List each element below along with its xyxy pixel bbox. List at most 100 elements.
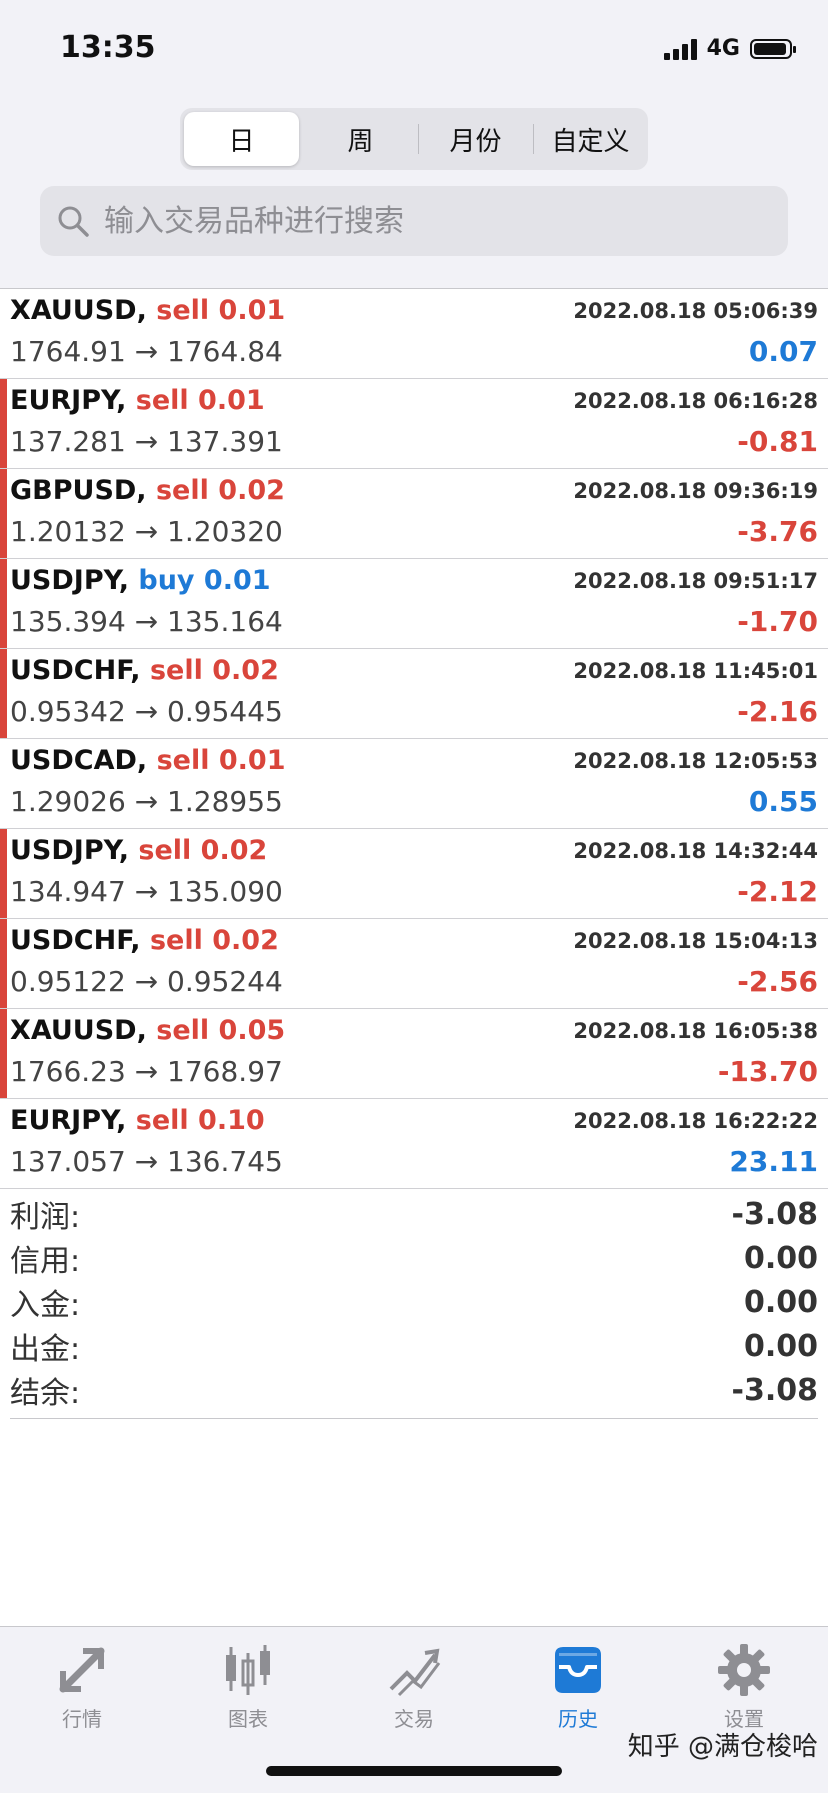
trade-profit: -1.70 — [737, 605, 818, 638]
trade-time: 2022.08.18 06:16:28 — [573, 389, 818, 413]
trade-row[interactable]: USDCAD, sell 0.01 2022.08.18 12:05:53 1.… — [0, 739, 828, 829]
tab-label: 历史 — [558, 1707, 598, 1731]
trade-side: sell 0.10 — [135, 1105, 265, 1136]
tab-label: 行情 — [62, 1707, 102, 1731]
trade-profit: -3.76 — [737, 515, 818, 548]
tab-bar: 行情 图表 交易 历史 — [0, 1626, 828, 1793]
trade-icon — [389, 1648, 441, 1697]
trade-side: sell 0.01 — [135, 385, 265, 416]
trade-profit: -2.12 — [737, 875, 818, 908]
trade-time: 2022.08.18 16:05:38 — [573, 1019, 818, 1043]
trade-symbol: USDJPY, — [10, 565, 129, 596]
trade-symbol: XAUUSD, — [10, 295, 147, 326]
trade-prices: 0.95342 → 0.95445 — [10, 695, 283, 728]
trade-prices: 134.947 → 135.090 — [10, 875, 283, 908]
summary-value: 0.00 — [743, 1284, 818, 1320]
quotes-icon — [59, 1647, 105, 1693]
trade-symbol: GBPUSD, — [10, 475, 147, 506]
summary-value: 0.00 — [743, 1240, 818, 1276]
trade-time: 2022.08.18 16:22:22 — [573, 1109, 818, 1133]
header: 日 周 月份 自定义 — [0, 100, 828, 289]
summary-deposit: 入金: 0.00 — [10, 1280, 818, 1324]
trade-row[interactable]: USDJPY, buy 0.01 2022.08.18 09:51:17 135… — [0, 559, 828, 649]
trade-row[interactable]: GBPUSD, sell 0.02 2022.08.18 09:36:19 1.… — [0, 469, 828, 559]
trade-prices: 137.057 → 136.745 — [10, 1145, 283, 1178]
segment-day[interactable]: 日 — [184, 112, 299, 166]
trade-row[interactable]: USDCHF, sell 0.02 2022.08.18 15:04:13 0.… — [0, 919, 828, 1009]
trade-time: 2022.08.18 09:51:17 — [573, 569, 818, 593]
search-bar[interactable] — [40, 186, 788, 256]
summary-value: 0.00 — [743, 1328, 818, 1364]
trade-side: sell 0.05 — [156, 1015, 286, 1046]
segment-custom[interactable]: 自定义 — [533, 108, 648, 170]
trade-side: buy 0.01 — [138, 565, 271, 596]
summary-profit: 利润: -3.08 — [10, 1192, 818, 1236]
search-input[interactable] — [102, 202, 706, 240]
tab-trade[interactable]: 交易 — [354, 1641, 474, 1732]
watermark: 知乎 @满仓梭哈 — [627, 1732, 818, 1762]
search-icon — [58, 206, 89, 237]
trade-prices: 1766.23 → 1768.97 — [10, 1055, 283, 1088]
trade-side: sell 0.02 — [138, 835, 268, 866]
summary-label: 信用: — [10, 1244, 81, 1279]
trade-side: sell 0.02 — [149, 925, 279, 956]
trade-row[interactable]: EURJPY, sell 0.10 2022.08.18 16:22:22 13… — [0, 1099, 828, 1189]
trade-time: 2022.08.18 12:05:53 — [573, 749, 818, 773]
tab-chart[interactable]: 图表 — [188, 1641, 308, 1732]
trade-time: 2022.08.18 05:06:39 — [573, 299, 818, 323]
summary-label: 结余: — [10, 1376, 81, 1411]
trade-row[interactable]: USDCHF, sell 0.02 2022.08.18 11:45:01 0.… — [0, 649, 828, 739]
summary-balance: 结余: -3.08 — [10, 1368, 818, 1412]
trade-symbol: EURJPY, — [10, 1105, 127, 1136]
segment-week[interactable]: 周 — [347, 126, 374, 157]
trade-side: sell 0.02 — [149, 655, 279, 686]
trade-history-list: XAUUSD, sell 0.01 2022.08.18 05:06:39 17… — [0, 289, 828, 1189]
trade-time: 2022.08.18 09:36:19 — [573, 479, 818, 503]
trade-profit: -2.56 — [737, 965, 818, 998]
trade-symbol: EURJPY, — [10, 385, 127, 416]
trade-row[interactable]: XAUUSD, sell 0.01 2022.08.18 05:06:39 17… — [0, 289, 828, 379]
trade-profit: -13.70 — [717, 1055, 818, 1088]
chart-icon — [226, 1645, 270, 1695]
summary-label: 入金: — [10, 1288, 81, 1323]
trade-side: sell 0.01 — [156, 295, 286, 326]
trade-prices: 1.29026 → 1.28955 — [10, 785, 283, 818]
trade-symbol: USDJPY, — [10, 835, 129, 866]
summary-label: 利润: — [10, 1200, 81, 1235]
trade-prices: 1764.91 → 1764.84 — [10, 335, 283, 368]
trade-row[interactable]: EURJPY, sell 0.01 2022.08.18 06:16:28 13… — [0, 379, 828, 469]
tab-label: 设置 — [724, 1707, 764, 1731]
trade-prices: 1.20132 → 1.20320 — [10, 515, 283, 548]
summary-value: -3.08 — [731, 1196, 818, 1232]
trade-symbol: XAUUSD, — [10, 1015, 147, 1046]
tab-history[interactable]: 历史 — [518, 1641, 638, 1732]
segment-month[interactable]: 月份 — [418, 108, 533, 170]
trade-side: sell 0.02 — [155, 475, 285, 506]
tab-quotes[interactable]: 行情 — [22, 1641, 142, 1732]
history-icon — [555, 1647, 601, 1693]
period-segmented-control: 日 周 月份 自定义 — [180, 108, 648, 170]
summary-label: 出金: — [10, 1332, 81, 1367]
summary-withdrawal: 出金: 0.00 — [10, 1324, 818, 1368]
settings-icon — [718, 1644, 770, 1696]
status-time: 13:35 — [60, 30, 156, 65]
trade-time: 2022.08.18 11:45:01 — [573, 659, 818, 683]
trade-row[interactable]: XAUUSD, sell 0.05 2022.08.18 16:05:38 17… — [0, 1009, 828, 1099]
trade-profit: 0.55 — [748, 785, 818, 818]
tab-settings[interactable]: 设置 — [684, 1641, 804, 1732]
account-summary: 利润: -3.08 信用: 0.00 入金: 0.00 出金: 0.00 结余: -3.0… — [10, 1192, 818, 1419]
trade-profit: 0.07 — [748, 335, 818, 368]
tab-label: 图表 — [228, 1707, 268, 1731]
trade-profit: -0.81 — [737, 425, 818, 458]
trade-profit: 23.11 — [729, 1145, 818, 1178]
trade-row[interactable]: USDJPY, sell 0.02 2022.08.18 14:32:44 13… — [0, 829, 828, 919]
signal-icon — [663, 38, 697, 60]
tab-label: 交易 — [394, 1707, 434, 1731]
trade-time: 2022.08.18 14:32:44 — [573, 839, 818, 863]
trade-side: sell 0.01 — [156, 745, 286, 776]
summary-value: -3.08 — [731, 1372, 818, 1408]
trade-prices: 0.95122 → 0.95244 — [10, 965, 283, 998]
battery-icon — [750, 38, 796, 59]
status-bar: 13:35 4G — [0, 0, 828, 100]
trade-symbol: USDCHF, — [10, 655, 141, 686]
